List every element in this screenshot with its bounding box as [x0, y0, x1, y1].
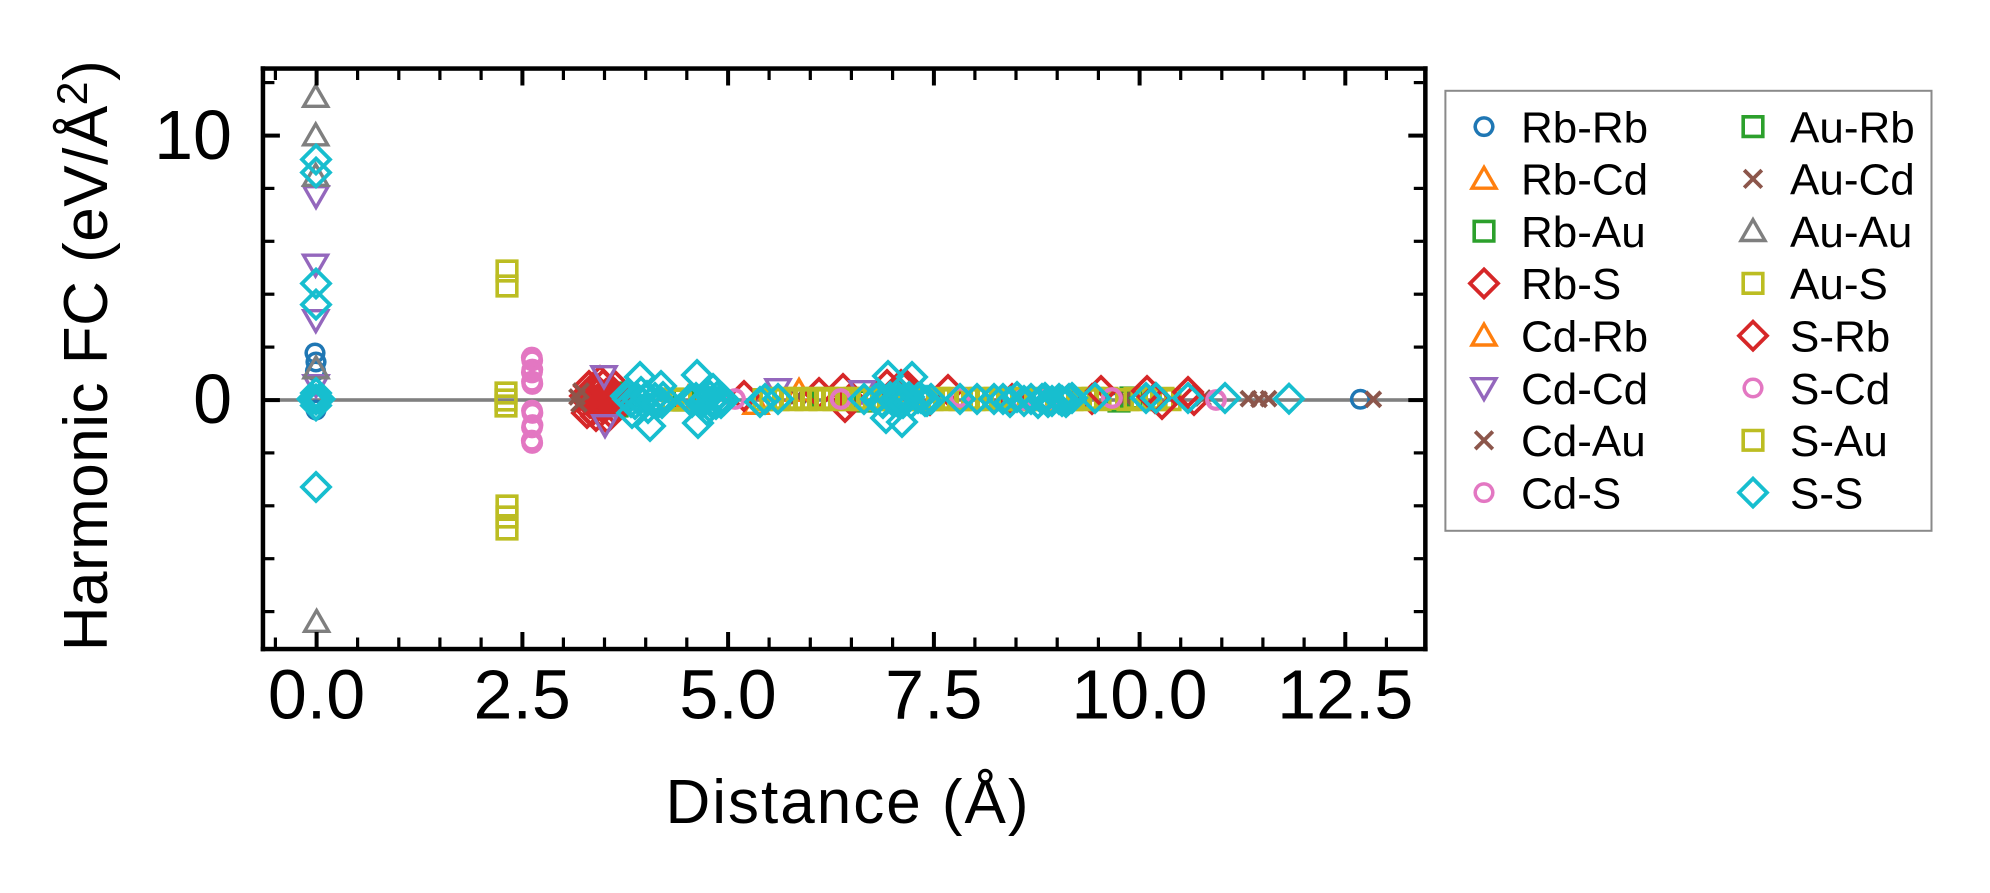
svg-text:0: 0 — [193, 360, 232, 438]
svg-text:Rb-S: Rb-S — [1521, 260, 1621, 309]
svg-text:S-Au: S-Au — [1790, 417, 1888, 466]
svg-text:S-Rb: S-Rb — [1790, 313, 1890, 362]
svg-text:Cd-Rb: Cd-Rb — [1521, 313, 1648, 362]
svg-text:Au-Rb: Au-Rb — [1790, 103, 1915, 152]
svg-text:7.5: 7.5 — [885, 656, 982, 734]
svg-text:2.5: 2.5 — [474, 656, 571, 734]
svg-text:Rb-Rb: Rb-Rb — [1521, 103, 1648, 152]
svg-text:0.0: 0.0 — [268, 656, 365, 734]
svg-text:Au-S: Au-S — [1790, 260, 1888, 309]
svg-text:S-Cd: S-Cd — [1790, 365, 1890, 414]
svg-text:10.0: 10.0 — [1071, 656, 1207, 734]
svg-text:Harmonic FC (eV/Å2): Harmonic FC (eV/Å2) — [49, 60, 121, 652]
svg-text:S-S: S-S — [1790, 469, 1863, 518]
svg-text:Rb-Cd: Rb-Cd — [1521, 156, 1648, 205]
svg-text:Distance (Å): Distance (Å) — [665, 768, 1030, 837]
svg-text:Rb-Au: Rb-Au — [1521, 208, 1646, 257]
svg-text:Cd-Cd: Cd-Cd — [1521, 365, 1648, 414]
svg-text:Cd-Au: Cd-Au — [1521, 417, 1646, 466]
svg-text:Au-Au: Au-Au — [1790, 208, 1912, 257]
svg-text:12.5: 12.5 — [1277, 656, 1413, 734]
svg-text:Cd-S: Cd-S — [1521, 469, 1621, 518]
svg-text:Au-Cd: Au-Cd — [1790, 156, 1915, 205]
svg-text:5.0: 5.0 — [679, 656, 776, 734]
svg-text:10: 10 — [154, 96, 232, 174]
